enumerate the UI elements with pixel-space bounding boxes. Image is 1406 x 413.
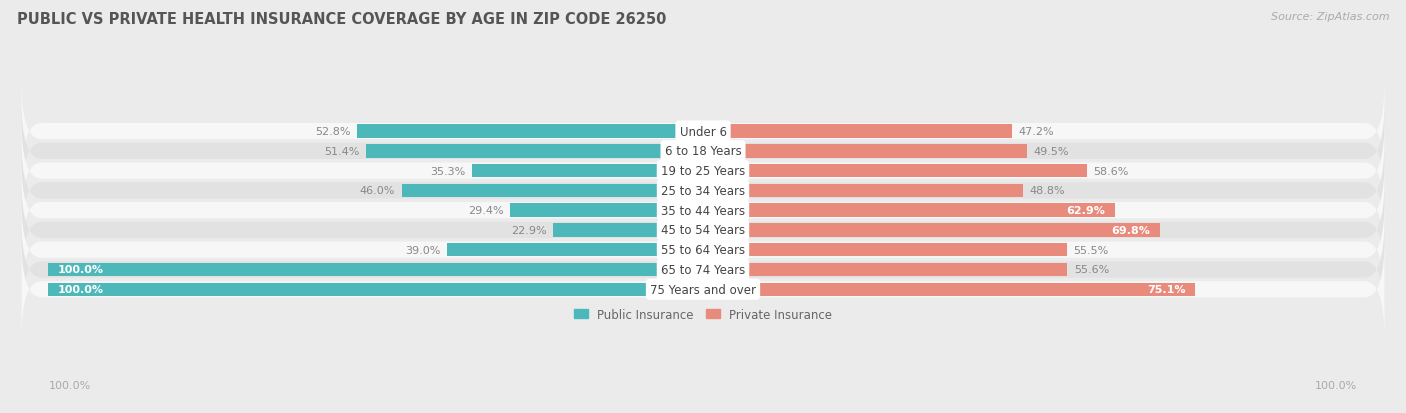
Bar [48,283,703,296]
Text: 29.4%: 29.4% [468,206,503,216]
Text: 22.9%: 22.9% [510,225,547,235]
FancyBboxPatch shape [21,199,1385,301]
FancyBboxPatch shape [21,140,1385,242]
Bar [357,125,703,138]
Bar [703,204,1115,217]
Bar [703,184,1022,197]
Bar [447,243,703,257]
Text: 52.8%: 52.8% [315,127,350,137]
Text: 25 to 34 Years: 25 to 34 Years [661,185,745,197]
Text: 55.5%: 55.5% [1073,245,1108,255]
Text: 58.6%: 58.6% [1094,166,1129,176]
Bar [703,125,1012,138]
Bar [703,243,1067,257]
Text: 6 to 18 Years: 6 to 18 Years [665,145,741,158]
FancyBboxPatch shape [21,179,1385,281]
Text: Source: ZipAtlas.com: Source: ZipAtlas.com [1271,12,1389,22]
Text: 69.8%: 69.8% [1112,225,1150,235]
Bar [703,164,1087,178]
Text: 100.0%: 100.0% [49,380,91,390]
FancyBboxPatch shape [21,159,1385,262]
Text: PUBLIC VS PRIVATE HEALTH INSURANCE COVERAGE BY AGE IN ZIP CODE 26250: PUBLIC VS PRIVATE HEALTH INSURANCE COVER… [17,12,666,27]
Text: 35.3%: 35.3% [430,166,465,176]
Bar [471,164,703,178]
Bar [703,224,1160,237]
Text: 100.0%: 100.0% [1315,380,1357,390]
Text: 100.0%: 100.0% [58,285,104,294]
FancyBboxPatch shape [21,120,1385,222]
Bar [366,145,703,158]
Text: 46.0%: 46.0% [360,186,395,196]
Text: 48.8%: 48.8% [1029,186,1064,196]
Bar [703,145,1028,158]
Text: 65 to 74 Years: 65 to 74 Years [661,263,745,276]
Bar [402,184,703,197]
FancyBboxPatch shape [21,219,1385,321]
Bar [510,204,703,217]
Bar [703,263,1067,277]
FancyBboxPatch shape [21,81,1385,183]
FancyBboxPatch shape [21,238,1385,341]
Bar [48,263,703,277]
Text: 51.4%: 51.4% [325,147,360,157]
Bar [553,224,703,237]
Text: 55.6%: 55.6% [1074,265,1109,275]
Text: 47.2%: 47.2% [1019,127,1054,137]
Text: 55 to 64 Years: 55 to 64 Years [661,244,745,256]
Legend: Public Insurance, Private Insurance: Public Insurance, Private Insurance [569,303,837,325]
Text: 62.9%: 62.9% [1066,206,1105,216]
Text: 19 to 25 Years: 19 to 25 Years [661,165,745,178]
Text: 39.0%: 39.0% [405,245,441,255]
Text: 45 to 54 Years: 45 to 54 Years [661,224,745,237]
FancyBboxPatch shape [21,100,1385,202]
Text: 75 Years and over: 75 Years and over [650,283,756,296]
Text: 75.1%: 75.1% [1147,285,1185,294]
Text: 100.0%: 100.0% [58,265,104,275]
Text: Under 6: Under 6 [679,125,727,138]
Bar [703,283,1195,296]
Text: 49.5%: 49.5% [1033,147,1070,157]
Text: 35 to 44 Years: 35 to 44 Years [661,204,745,217]
